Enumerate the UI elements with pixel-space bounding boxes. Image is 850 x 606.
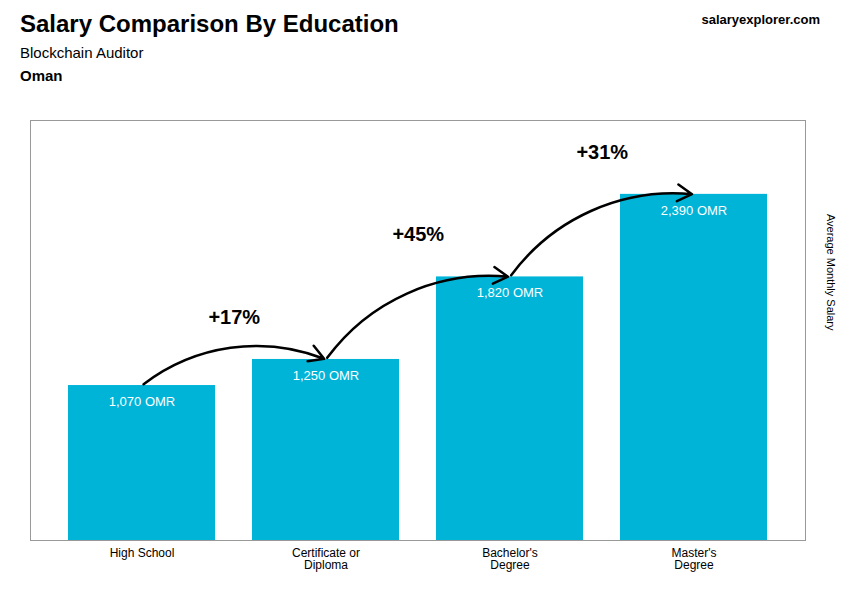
html-text:Salary Comparison By Education: Salary Comparison By Education (20, 10, 399, 37)
svg-text:Certificate orDiploma: Certificate orDiploma (292, 546, 360, 572)
html-text:Blockchain Auditor: Blockchain Auditor (20, 44, 144, 61)
svg-text:2,390 OMR: 2,390 OMR (661, 203, 727, 218)
svg-text:1,250 OMR: 1,250 OMR (293, 368, 359, 383)
svg-text:+31%: +31% (576, 141, 628, 163)
svg-text:1,820 OMR: 1,820 OMR (477, 285, 543, 300)
svg-text:Bachelor'sDegree: Bachelor'sDegree (482, 546, 538, 572)
svg-text:+17%: +17% (208, 306, 260, 328)
html-text:Oman: Oman (20, 67, 63, 84)
html-text:salaryexplorer.com: salaryexplorer.com (701, 12, 820, 27)
svg-text:High School: High School (110, 546, 175, 560)
svg-text:Master'sDegree: Master'sDegree (672, 546, 717, 572)
svg-text:Average Monthly Salary: Average Monthly Salary (825, 214, 837, 331)
svg-text:+45%: +45% (392, 223, 444, 245)
svg-text:1,070 OMR: 1,070 OMR (109, 394, 175, 409)
